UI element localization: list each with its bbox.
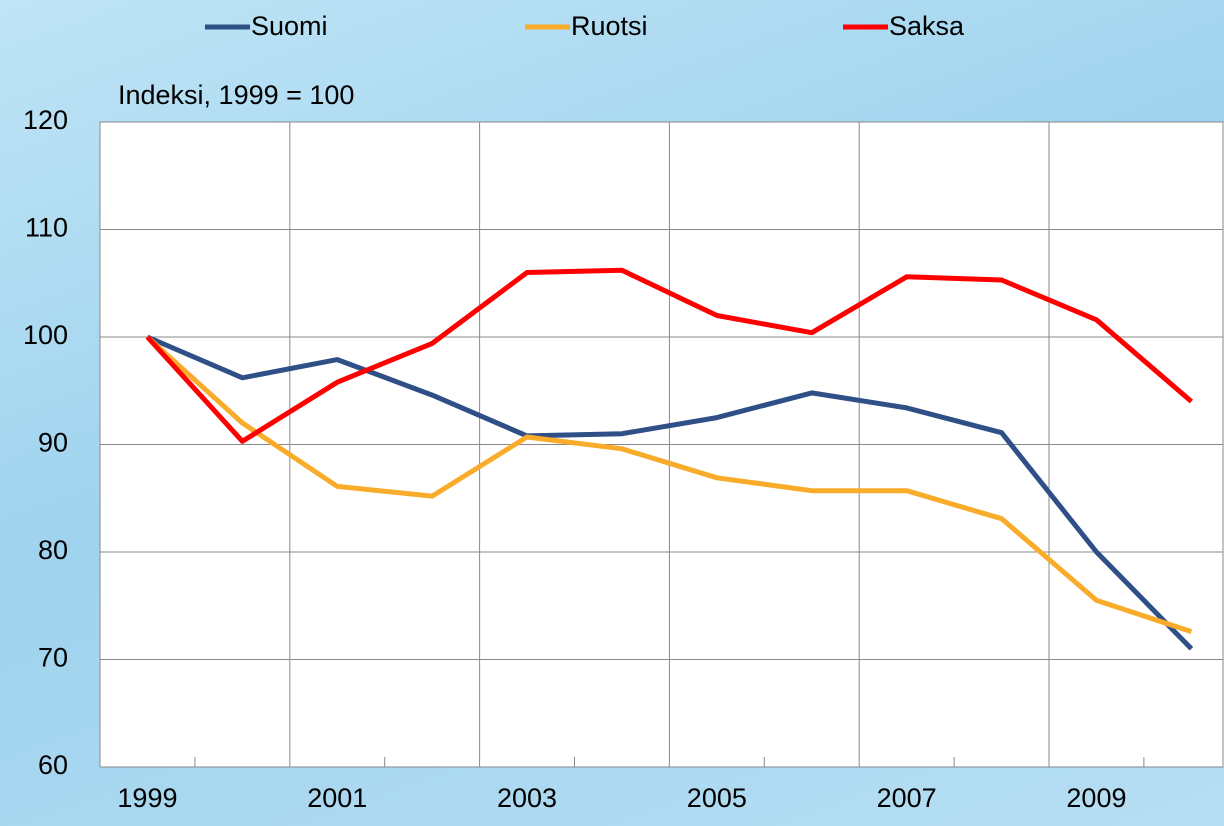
legend-label: Suomi	[251, 11, 328, 41]
y-tick-label: 80	[38, 535, 68, 565]
y-axis-label: Indeksi, 1999 = 100	[118, 80, 354, 110]
chart: Indeksi, 1999 = 100 60 70 80 90 100 110 120 199…	[0, 0, 1224, 826]
y-tick-label: 60	[38, 750, 68, 780]
y-tick-label: 90	[38, 428, 68, 458]
x-tick-label: 2005	[687, 783, 747, 813]
x-tick-label: 2009	[1066, 783, 1126, 813]
x-tick-label: 2003	[497, 783, 557, 813]
y-tick-label: 70	[38, 643, 68, 673]
legend-label: Saksa	[889, 11, 965, 41]
x-tick-label: 1999	[117, 783, 177, 813]
y-tick-label: 100	[23, 320, 68, 350]
x-tick-label: 2007	[877, 783, 937, 813]
y-tick-label: 110	[25, 213, 68, 243]
y-tick-label: 120	[23, 105, 68, 135]
x-tick-label: 2001	[307, 783, 367, 813]
legend-label: Ruotsi	[571, 11, 648, 41]
